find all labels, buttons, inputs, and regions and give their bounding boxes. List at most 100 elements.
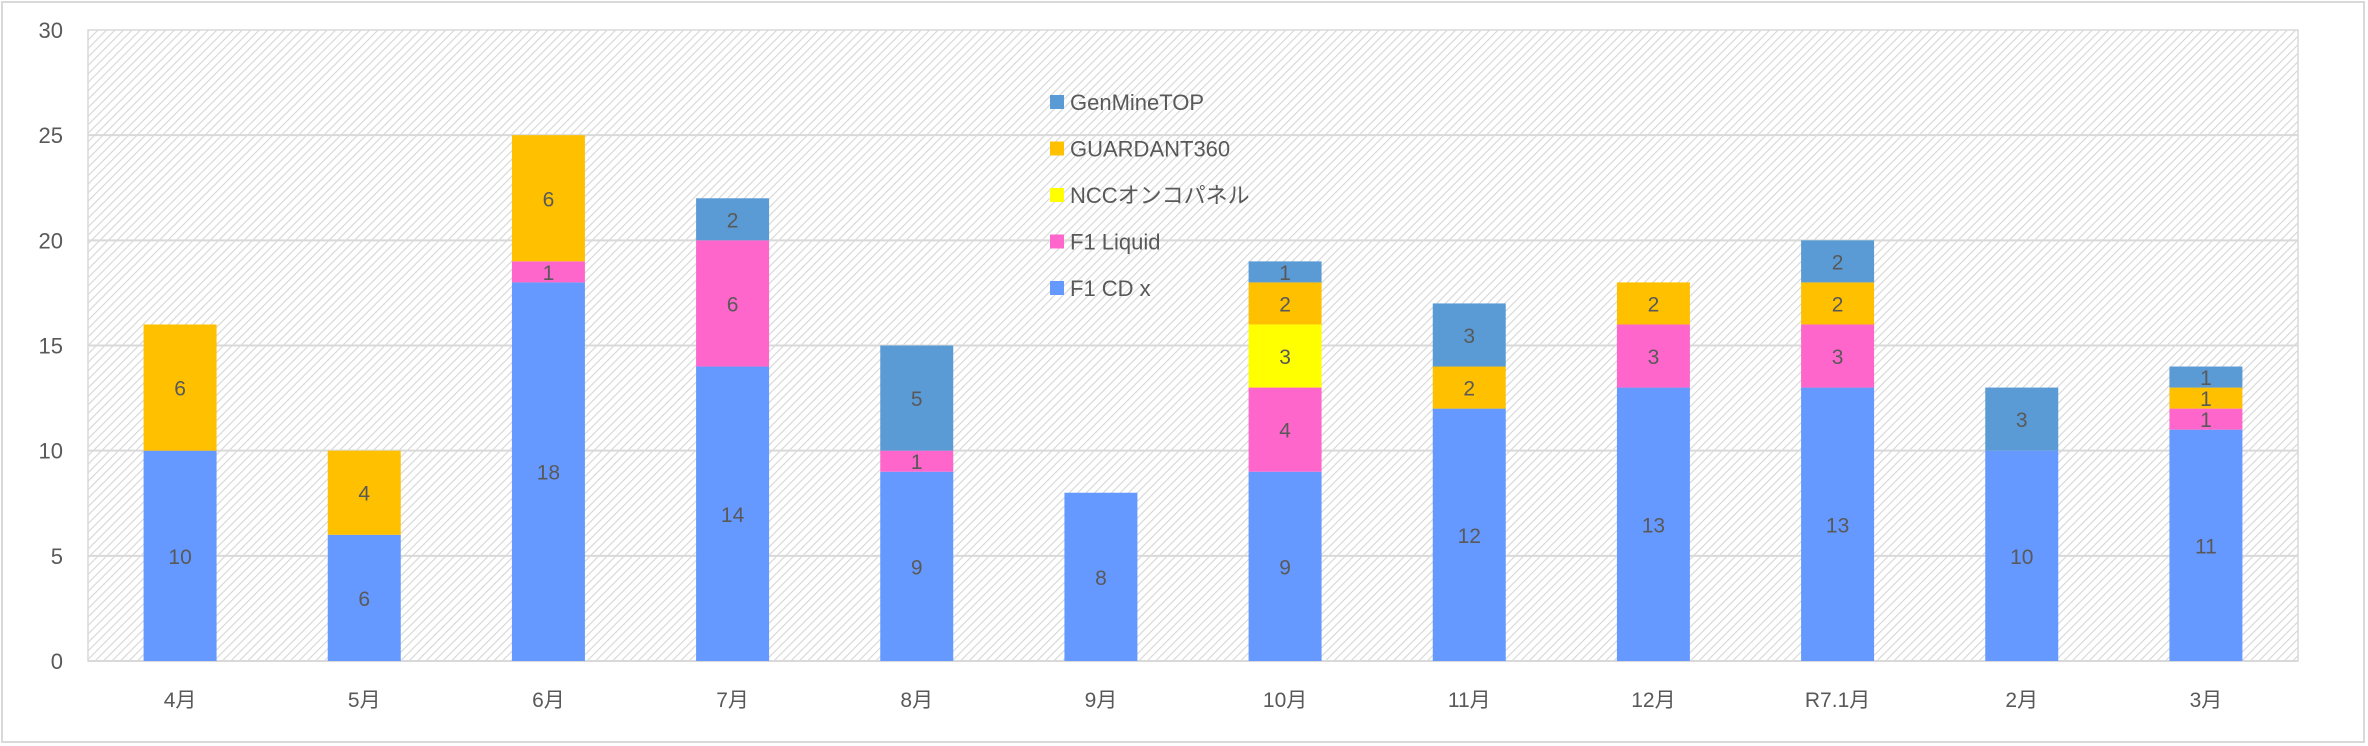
data-label: 6 xyxy=(358,588,370,611)
x-tick-label: 3月 xyxy=(2190,689,2223,712)
data-label: 3 xyxy=(1648,346,1660,369)
bar-segment xyxy=(1616,324,1690,388)
bar-segment xyxy=(511,282,585,661)
legend-entry: GUARDANT360 xyxy=(1070,137,1230,162)
data-label: 18 xyxy=(537,462,560,485)
data-label: 11 xyxy=(2195,535,2217,558)
bar-segment xyxy=(2169,408,2243,430)
data-label: 1 xyxy=(2200,409,2212,432)
data-label: 4 xyxy=(1279,420,1291,443)
data-label: 2 xyxy=(727,209,739,232)
bar-segment xyxy=(1248,282,1322,325)
bar-segment xyxy=(327,534,401,661)
bar-segment xyxy=(511,135,585,262)
bar-segment xyxy=(1248,261,1322,283)
data-label: 2 xyxy=(1463,378,1475,401)
bar-segment xyxy=(880,471,954,661)
bar-segment xyxy=(143,324,217,451)
bar-segment xyxy=(1801,240,1875,283)
y-tick-label: 15 xyxy=(39,334,63,359)
data-label: 1 xyxy=(2200,388,2212,411)
bar-segment xyxy=(327,450,401,535)
data-label: 2 xyxy=(1832,293,1844,316)
data-label: 5 xyxy=(911,388,923,411)
x-tick-label: 2月 xyxy=(2005,689,2038,712)
bar-segment xyxy=(1064,492,1138,661)
bar-segment xyxy=(2169,366,2243,388)
data-label: 1 xyxy=(543,262,555,285)
x-tick-label: 12月 xyxy=(1631,689,1675,712)
x-tick-label: 5月 xyxy=(348,689,381,712)
data-label: 3 xyxy=(2016,409,2028,432)
bar-segment xyxy=(2169,387,2243,409)
data-label: 10 xyxy=(2010,546,2033,569)
data-label: 1 xyxy=(2200,367,2212,390)
bar-segment xyxy=(880,345,954,451)
data-label: 9 xyxy=(1279,556,1291,579)
y-tick-label: 30 xyxy=(39,18,63,43)
x-tick-label: 10月 xyxy=(1263,689,1307,712)
bar-segment xyxy=(1432,303,1506,367)
bar-segment xyxy=(1801,324,1875,388)
x-tick-label: R7.1月 xyxy=(1805,689,1870,712)
bar-segment xyxy=(880,450,954,472)
bar-segment xyxy=(1801,282,1875,325)
legend-swatch xyxy=(1050,95,1064,109)
data-label: 3 xyxy=(1463,325,1475,348)
bar-segment xyxy=(1248,387,1322,472)
x-tick-label: 4月 xyxy=(164,689,197,712)
data-label: 14 xyxy=(721,504,745,527)
y-tick-label: 25 xyxy=(39,123,63,148)
bar-segment xyxy=(1985,387,2059,451)
x-tick-label: 11月 xyxy=(1448,689,1491,712)
data-label: 2 xyxy=(1279,293,1291,316)
y-tick-label: 5 xyxy=(51,544,63,569)
data-label: 8 xyxy=(1095,567,1107,590)
bar-segment xyxy=(1616,282,1690,325)
data-label: 9 xyxy=(911,556,923,579)
x-tick-label: 6月 xyxy=(532,689,565,712)
bar-segment xyxy=(143,450,217,661)
bar-segment xyxy=(1432,408,1506,661)
data-label: 10 xyxy=(168,546,191,569)
bar-segment xyxy=(696,240,770,367)
data-label: 13 xyxy=(1642,514,1665,537)
bar-segment xyxy=(696,366,770,661)
y-tick-label: 10 xyxy=(39,439,63,464)
x-tick-label: 8月 xyxy=(900,689,933,712)
legend-swatch xyxy=(1050,234,1064,249)
legend-entry: GenMineTOP xyxy=(1070,90,1204,115)
data-label: 6 xyxy=(543,188,555,211)
bar-segment xyxy=(1248,471,1322,661)
data-label: 3 xyxy=(1279,346,1291,369)
data-label: 1 xyxy=(911,451,923,474)
data-label: 12 xyxy=(1458,525,1481,548)
data-label: 2 xyxy=(1648,293,1660,316)
bar-segment xyxy=(1432,366,1506,409)
x-tick-label: 7月 xyxy=(716,689,749,712)
bar-segment xyxy=(1801,387,1875,661)
bar-segment xyxy=(1616,387,1690,661)
data-label: 1 xyxy=(1279,262,1291,285)
bar-segment xyxy=(696,198,770,241)
legend-swatch xyxy=(1050,281,1064,295)
bar-segment xyxy=(1985,450,2059,661)
data-label: 2 xyxy=(1832,251,1844,274)
legend-entry: F1 CD x xyxy=(1070,276,1151,301)
data-label: 6 xyxy=(174,378,186,401)
legend-swatch xyxy=(1050,141,1064,156)
bar-segment xyxy=(1248,324,1322,388)
data-label: 13 xyxy=(1826,514,1849,537)
bar-segment xyxy=(511,261,585,283)
legend-entry: F1 Liquid xyxy=(1070,230,1161,255)
data-label: 3 xyxy=(1832,346,1844,369)
legend-swatch xyxy=(1050,188,1064,202)
bar-segment xyxy=(2169,429,2243,661)
y-tick-label: 0 xyxy=(51,649,63,674)
data-label: 4 xyxy=(358,483,370,506)
data-label: 6 xyxy=(727,293,739,316)
x-tick-label: 9月 xyxy=(1085,689,1118,712)
legend-entry: NCCオンコパネル xyxy=(1070,183,1250,208)
